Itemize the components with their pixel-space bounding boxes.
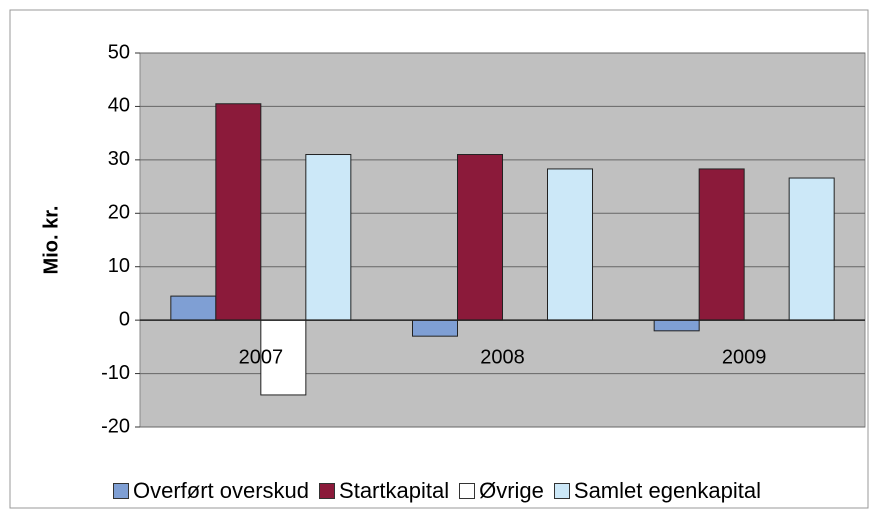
x-tick-label: 2008	[480, 346, 525, 368]
y-tick-label: 10	[108, 255, 130, 277]
legend-item: Øvrige	[459, 478, 544, 504]
bar	[788, 177, 835, 321]
y-tick-label: 0	[119, 308, 130, 330]
legend-item: Samlet egenkapital	[553, 478, 762, 504]
bar	[170, 295, 217, 321]
bar	[547, 168, 593, 321]
y-tick-label: 50	[108, 41, 130, 63]
legend-label: Samlet egenkapital	[573, 478, 762, 503]
y-axis-label: Mio. kr.	[40, 206, 62, 275]
bar	[215, 103, 262, 321]
bar	[698, 168, 745, 321]
y-tick-label: 40	[108, 95, 130, 117]
x-tick-label: 2009	[722, 346, 767, 368]
x-tick-label: 2007	[239, 346, 284, 368]
y-tick-label: 20	[108, 202, 130, 224]
bar	[305, 154, 352, 321]
legend: Overført overskud Startkapital Øvrige Samle…	[0, 478, 874, 504]
bar	[457, 154, 503, 321]
y-tick-label: -20	[101, 415, 130, 437]
legend-swatch	[112, 483, 129, 499]
legend-item: Startkapital	[319, 478, 449, 504]
legend-label: Overført overskud	[132, 478, 310, 503]
legend-label: Øvrige	[479, 478, 544, 503]
legend-label: Startkapital	[339, 478, 450, 503]
bar	[653, 319, 700, 332]
legend-swatch	[319, 483, 336, 499]
bar	[260, 319, 307, 396]
bar	[412, 319, 458, 337]
y-tick-label: 30	[108, 148, 130, 170]
legend-swatch	[553, 483, 570, 499]
legend-swatch	[459, 483, 476, 499]
legend-item: Overført overskud	[112, 478, 310, 504]
y-tick-label: -10	[101, 362, 130, 384]
